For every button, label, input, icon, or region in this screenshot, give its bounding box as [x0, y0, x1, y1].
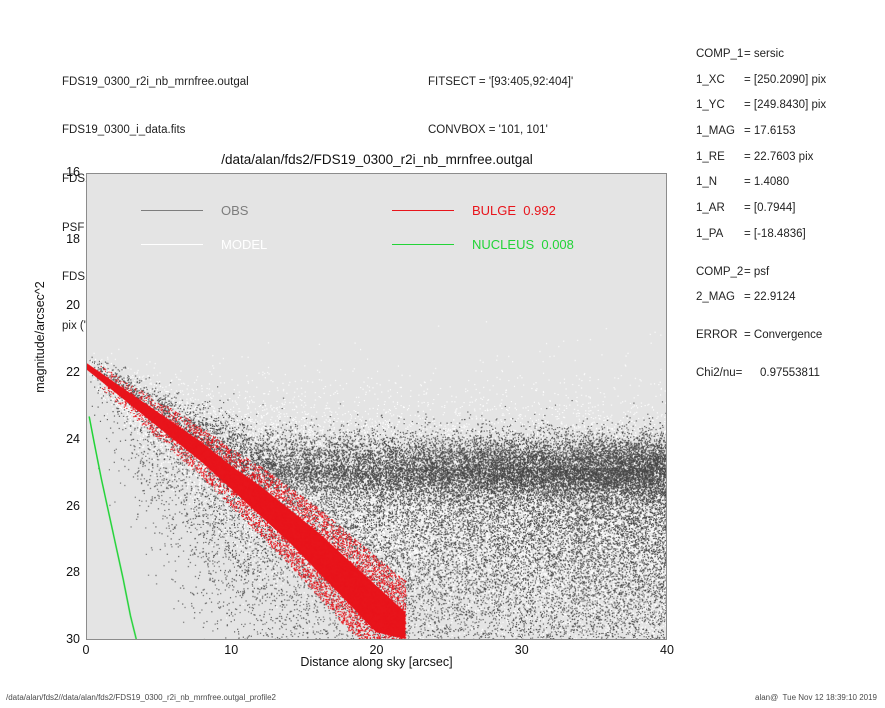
param-value: = 22.7603 pix [744, 150, 814, 163]
y-tick-label: 28 [66, 565, 80, 580]
param-row: Chi2/nu= 0.97553811 [696, 367, 885, 393]
fit-parameter-list: COMP_1 = sersic 1_XC = [250.2090] pix 1_YC = … [696, 48, 885, 392]
param-row: COMP_1 = sersic [696, 48, 885, 74]
param-row: 1_XC = [250.2090] pix [696, 74, 885, 100]
footer-timestamp: alan@ Tue Nov 12 18:39:10 2019 [755, 693, 877, 702]
param-key: 1_XC [696, 73, 725, 86]
param-spacer [696, 355, 885, 367]
param-row: 1_RE = 22.7603 pix [696, 151, 885, 177]
param-row: ERROR = Convergence [696, 329, 885, 355]
param-key: COMP_2 [696, 265, 744, 278]
param-key: 1_N [696, 176, 718, 189]
param-value: = [250.2090] pix [744, 73, 827, 86]
param-value: = 1.4080 [744, 176, 790, 189]
param-row: 1_PA = [-18.4836] [696, 228, 885, 254]
header-mid-line: CONVBOX = '101, 101' [428, 124, 548, 137]
param-value: = [-18.4836] [744, 227, 806, 240]
x-axis-ticks: 0 10 20 30 40 [82, 643, 674, 663]
param-key: Chi2/nu= [696, 366, 743, 379]
header-left-line: FDS19_0300_i_data.fits [62, 124, 186, 137]
x-tick-label: 20 [369, 643, 384, 657]
param-row: 1_N = 1.4080 [696, 176, 885, 202]
param-value: = Convergence [744, 328, 823, 341]
profile-plot-canvas [87, 174, 666, 639]
y-tick-label: 22 [66, 365, 80, 380]
footer-path: /data/alan/fds2//data/alan/fds2/FDS19_03… [6, 693, 276, 702]
param-row: 1_YC = [249.8430] pix [696, 99, 885, 125]
param-value: = psf [744, 265, 770, 278]
param-row: 1_MAG = 17.6153 [696, 125, 885, 151]
y-tick-label: 30 [66, 632, 80, 646]
param-key: 1_RE [696, 150, 725, 163]
param-key: 1_AR [696, 202, 725, 215]
param-value: = [0.7944] [744, 202, 796, 215]
param-spacer [696, 254, 885, 266]
param-row: 1_AR = [0.7944] [696, 202, 885, 228]
y-tick-label: 18 [66, 231, 80, 246]
x-axis-label: Distance along sky [arcsec] [300, 655, 453, 669]
param-key: 1_MAG [696, 125, 735, 138]
param-value: 0.97553811 [744, 366, 820, 379]
y-tick-label: 26 [66, 498, 80, 513]
param-key: 2_MAG [696, 291, 735, 304]
header-mid-line: FITSECT = '[93:405,92:404]' [428, 75, 574, 88]
param-value: = 22.9124 [744, 291, 796, 304]
x-tick-label: 40 [660, 643, 674, 657]
param-row: COMP_2 = psf [696, 266, 885, 292]
x-tick-label: 10 [224, 643, 239, 657]
param-row: 2_MAG = 22.9124 [696, 291, 885, 317]
param-key: 1_YC [696, 99, 725, 112]
y-tick-label: 16 [66, 165, 80, 179]
y-tick-label: 20 [66, 298, 80, 313]
param-value: = 17.6153 [744, 125, 796, 138]
y-axis-ticks: 16 18 20 22 24 26 28 30 [36, 165, 80, 646]
header-left-line: FDS19_0300_r2i_nb_mrnfree.outgal [62, 75, 249, 88]
x-tick-label: 0 [82, 643, 90, 657]
param-key: ERROR [696, 328, 738, 341]
plot-title: /data/alan/fds2/FDS19_0300_r2i_nb_mrnfre… [221, 152, 533, 167]
x-tick-label: 30 [514, 643, 529, 657]
param-value: = sersic [744, 48, 784, 60]
param-key: 1_PA [696, 227, 724, 240]
param-spacer [696, 317, 885, 329]
y-tick-label: 24 [66, 431, 80, 446]
y-axis-label: magnitude/arcsec^2 [33, 281, 47, 393]
param-value: = [249.8430] pix [744, 99, 827, 112]
param-key: COMP_1 [696, 48, 744, 60]
profile-plot-panel: OBS MODEL BULGE 0.992 NUCLEUS 0.008 [86, 173, 667, 640]
